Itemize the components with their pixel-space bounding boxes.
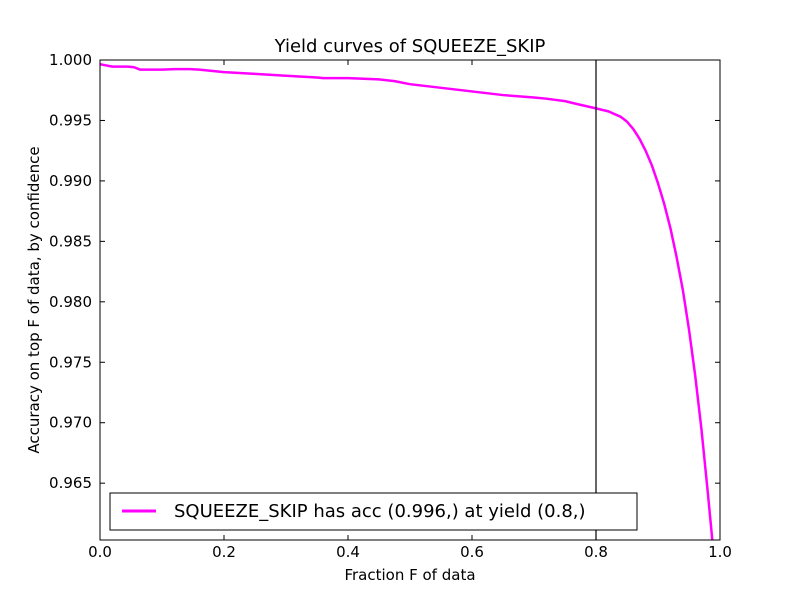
chart-title: Yield curves of SQUEEZE_SKIP — [274, 36, 546, 57]
y-tick-label: 0.965 — [49, 474, 92, 492]
y-tick-label: 0.995 — [49, 111, 92, 129]
legend-label: SQUEEZE_SKIP has acc (0.996,) at yield (… — [174, 501, 586, 522]
y-tick-label: 0.990 — [49, 172, 92, 190]
y-tick-label: 0.975 — [49, 353, 92, 371]
x-tick-label: 0.2 — [212, 543, 236, 561]
plot-content — [100, 60, 714, 540]
y-tick-label: 0.980 — [49, 293, 92, 311]
y-axis-ticks: 1.000 0.995 0.990 0.985 0.980 0.975 0.970 0.965 — [49, 51, 720, 492]
legend: SQUEEZE_SKIP has acc (0.996,) at yield (… — [109, 492, 638, 531]
x-tick-label: 1.0 — [708, 543, 732, 561]
y-axis-label: Accuracy on top F of data, by confidence — [25, 146, 43, 453]
y-tick-label: 1.000 — [49, 51, 92, 69]
legend-box — [109, 492, 638, 531]
x-tick-label: 0.0 — [88, 543, 112, 561]
x-tick-label: 0.8 — [584, 543, 608, 561]
plot-frame — [99, 59, 721, 541]
x-tick-label: 0.4 — [336, 543, 360, 561]
series-line-0 — [100, 63, 714, 540]
x-tick-label: 0.6 — [460, 543, 484, 561]
y-tick-label: 0.970 — [49, 414, 92, 432]
x-axis-label: Fraction F of data — [344, 566, 475, 584]
y-tick-label: 0.985 — [49, 232, 92, 250]
x-axis-ticks: 0.0 0.2 0.4 0.6 0.8 1.0 — [88, 60, 732, 561]
